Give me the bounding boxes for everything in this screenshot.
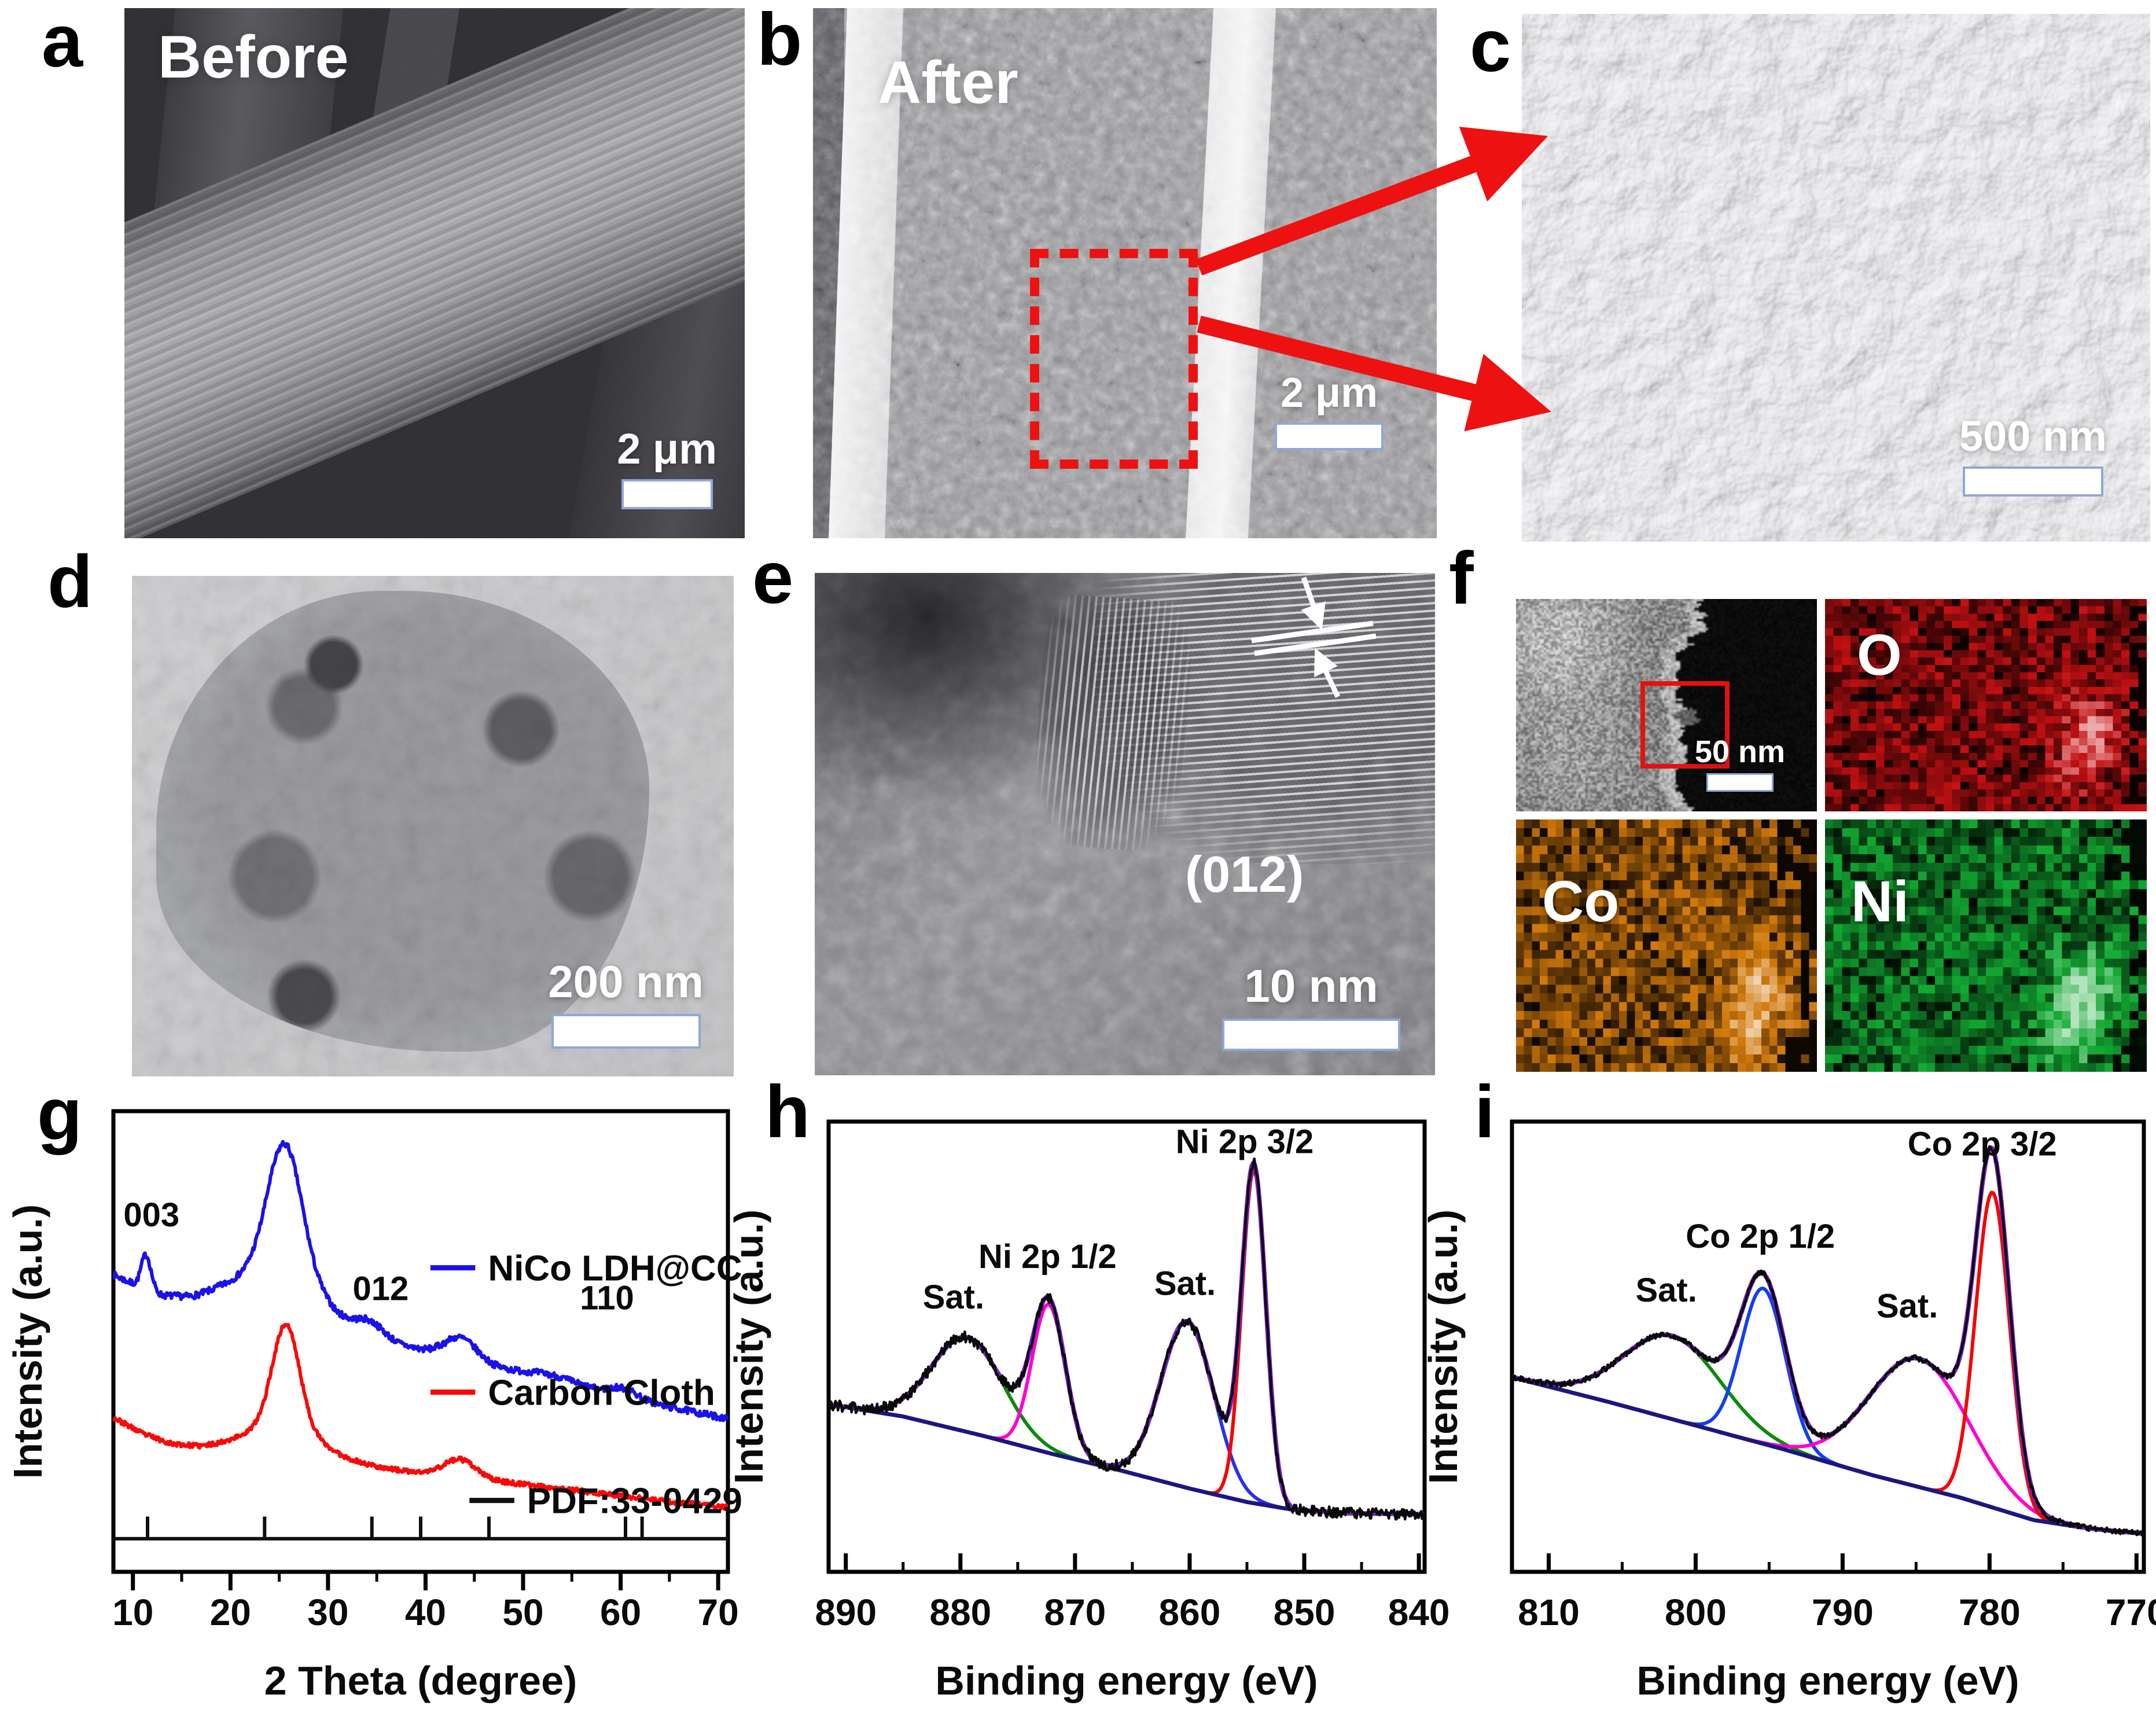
hrtem-image: (012) 10 nm — [815, 573, 1435, 1075]
panel-letter-h: h — [765, 1071, 811, 1153]
scalebar-c-label: 500 nm — [1959, 412, 2107, 460]
svg-text:012: 012 — [352, 1270, 409, 1307]
svg-text:PDF:33-0429: PDF:33-0429 — [527, 1481, 742, 1521]
scalebar-a: 2 μm — [617, 424, 717, 509]
svg-text:770: 770 — [2106, 1592, 2156, 1633]
panel-letter-b: b — [757, 0, 803, 81]
svg-text:70: 70 — [698, 1592, 739, 1633]
eds-map-nickel: Ni — [1825, 819, 2147, 1072]
eds-nickel-canvas — [1825, 819, 2147, 1072]
svg-text:Sat.: Sat. — [1635, 1271, 1697, 1309]
svg-text:Sat.: Sat. — [1877, 1287, 1938, 1325]
svg-text:840: 840 — [1388, 1592, 1450, 1633]
co2p-plot: 810 800 790 780 770 Binding energy (eV) Intens… — [1421, 1119, 2156, 1703]
scalebar-d-label: 200 nm — [548, 956, 704, 1007]
svg-text:003: 003 — [123, 1196, 179, 1234]
scalebar-c: 500 nm — [1959, 411, 2107, 497]
xps-co2p-chart: 810 800 790 780 770 Binding energy (eV) Intens… — [1421, 1082, 2156, 1709]
svg-text:880: 880 — [929, 1592, 991, 1633]
scalebar-f-bar — [1706, 773, 1774, 792]
svg-text:Ni 2p 3/2: Ni 2p 3/2 — [1176, 1123, 1314, 1160]
sem-before-image: Before 2 μm — [124, 8, 745, 538]
scalebar-c-bar — [1962, 466, 2103, 497]
scalebar-d: 200 nm — [548, 955, 704, 1049]
panel-letter-c: c — [1470, 5, 1511, 87]
svg-text:810: 810 — [1518, 1592, 1580, 1633]
svg-text:NiCo LDH@CC: NiCo LDH@CC — [488, 1248, 742, 1288]
panel-letter-a: a — [42, 0, 83, 83]
svg-text:800: 800 — [1665, 1592, 1727, 1633]
svg-text:Co 2p 1/2: Co 2p 1/2 — [1686, 1218, 1835, 1255]
eds-map-oxygen: O — [1825, 599, 2147, 811]
panel-letter-f: f — [1449, 537, 1474, 620]
svg-text:Co 2p 3/2: Co 2p 3/2 — [1908, 1125, 2057, 1163]
xrd-chart: 10 20 30 40 50 60 70 2 Theta (degree) Intensity … — [0, 1082, 799, 1709]
svg-text:850: 850 — [1274, 1592, 1335, 1633]
panel-letter-i: i — [1474, 1071, 1495, 1153]
lattice-plane-label: (012) — [1185, 846, 1304, 903]
svg-text:Sat.: Sat. — [923, 1278, 984, 1316]
eds-region-box — [1640, 681, 1730, 769]
eds-cobalt-canvas — [1516, 819, 1817, 1072]
panel-letter-d: d — [47, 541, 93, 623]
sem-nanosheet-image: 500 nm — [1522, 14, 2150, 542]
scalebar-e-bar — [1222, 1019, 1400, 1051]
svg-text:Intensity (a.u.): Intensity (a.u.) — [5, 1204, 50, 1479]
svg-text:780: 780 — [1959, 1592, 2021, 1633]
scalebar-b: 2 μm — [1275, 369, 1384, 450]
panel-letter-g: g — [37, 1073, 83, 1156]
scalebar-f-label: 50 nm — [1694, 734, 1785, 769]
svg-text:Sat.: Sat. — [1154, 1265, 1216, 1303]
xps-ni2p-chart: 890 880 870 860 850 840 Binding energy (eV) Int… — [726, 1082, 1452, 1709]
svg-text:Intensity (a.u.): Intensity (a.u.) — [726, 1210, 771, 1484]
eds-cobalt-label: Co — [1542, 869, 1620, 934]
svg-text:Binding energy (eV): Binding energy (eV) — [935, 1658, 1318, 1703]
before-label: Before — [158, 24, 349, 91]
scalebar-f: 50 nm — [1695, 734, 1785, 792]
svg-text:Intensity (a.u.): Intensity (a.u.) — [1421, 1210, 1466, 1484]
svg-text:50: 50 — [502, 1592, 543, 1633]
zoom-region-dashed-box — [1030, 249, 1198, 469]
eds-map-cobalt: Co — [1516, 819, 1817, 1072]
scalebar-a-bar — [621, 479, 713, 509]
svg-text:60: 60 — [600, 1592, 641, 1633]
scalebar-a-label: 2 μm — [617, 425, 717, 473]
svg-text:890: 890 — [815, 1592, 877, 1633]
scalebar-b-label: 2 μm — [1280, 370, 1378, 416]
svg-text:30: 30 — [307, 1592, 348, 1633]
svg-text:Binding energy (eV): Binding energy (eV) — [1636, 1658, 2019, 1703]
scalebar-b-bar — [1275, 422, 1384, 450]
svg-text:Carbon Cloth: Carbon Cloth — [488, 1373, 715, 1413]
svg-text:2 Theta (degree): 2 Theta (degree) — [264, 1658, 577, 1703]
svg-text:790: 790 — [1812, 1592, 1874, 1633]
svg-text:40: 40 — [405, 1592, 446, 1633]
xrd-plot: 10 20 30 40 50 60 70 2 Theta (degree) Intensity … — [5, 1109, 742, 1703]
scalebar-e-label: 10 nm — [1244, 960, 1378, 1012]
fiber-edge-highlight — [1186, 8, 1276, 538]
svg-text:860: 860 — [1159, 1592, 1221, 1633]
svg-text:20: 20 — [210, 1592, 251, 1633]
eds-oxygen-canvas — [1825, 599, 2147, 811]
ni2p-plot: 890 880 870 860 850 840 Binding energy (eV) Int… — [726, 1119, 1450, 1703]
scalebar-e: 10 nm — [1222, 960, 1400, 1051]
eds-nickel-label: Ni — [1851, 869, 1909, 934]
eds-oxygen-label: O — [1857, 623, 1902, 688]
after-label: After — [878, 49, 1018, 116]
tem-image: 200 nm — [132, 576, 734, 1076]
svg-text:110: 110 — [580, 1279, 634, 1317]
scalebar-d-bar — [551, 1014, 701, 1049]
stem-image: 50 nm — [1516, 599, 1817, 811]
svg-text:870: 870 — [1044, 1592, 1106, 1633]
svg-text:10: 10 — [112, 1592, 153, 1633]
svg-text:Ni 2p 1/2: Ni 2p 1/2 — [978, 1238, 1117, 1276]
panel-letter-e: e — [752, 536, 794, 619]
sem-after-image: After 2 μm — [813, 8, 1437, 538]
